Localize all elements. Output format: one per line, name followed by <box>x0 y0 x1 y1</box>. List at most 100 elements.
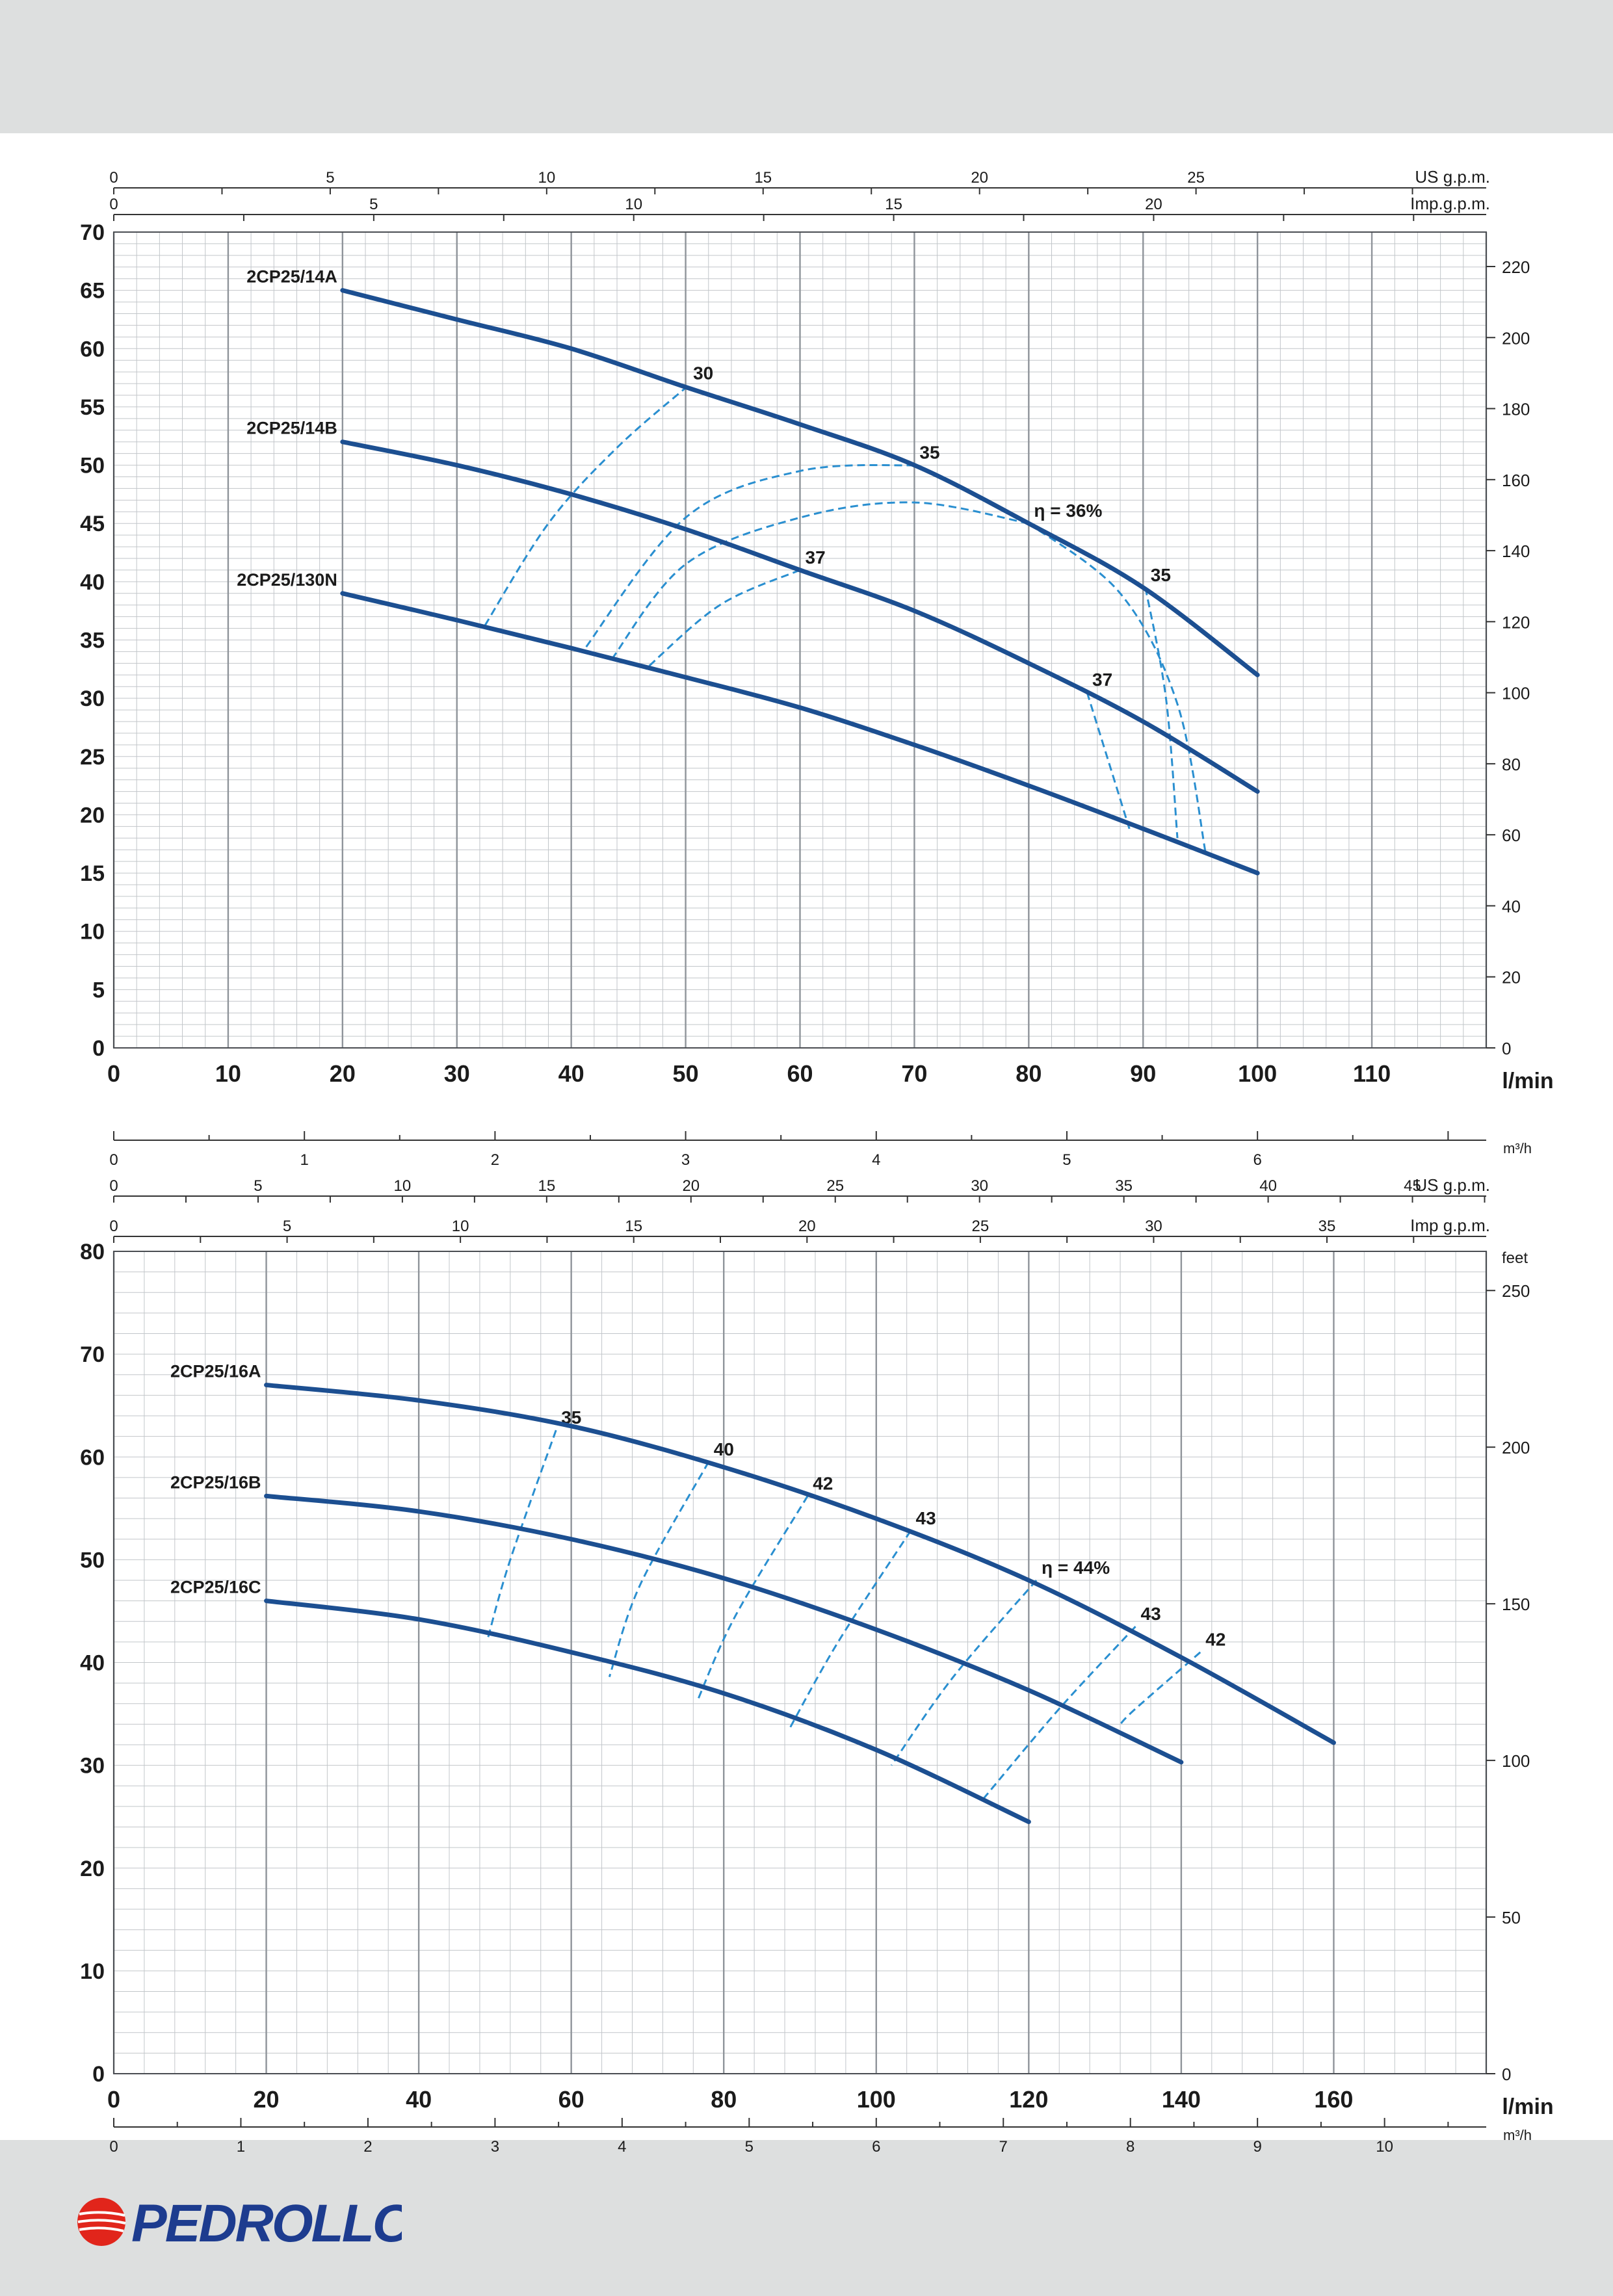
efficiency-label: η = 44% <box>1042 1558 1110 1578</box>
imp-gpm-axis-label: Imp g.p.m. <box>1410 1216 1490 1235</box>
us-gpm-axis-label: US g.p.m. <box>1415 1175 1490 1195</box>
right-axis-unit: feet <box>1502 1249 1528 1267</box>
us-gpm-axis-label: US g.p.m. <box>1415 167 1490 187</box>
efficiency-label: 37 <box>1092 670 1112 690</box>
m3h-tick-label: 3 <box>681 1151 690 1169</box>
us-gpm-tick-label: 5 <box>326 169 334 187</box>
us-gpm-tick-label: 15 <box>754 169 772 187</box>
y-tick-label: 80 <box>80 1240 105 1264</box>
y-tick-label: 40 <box>80 1651 105 1676</box>
efficiency-label: 42 <box>1205 1630 1226 1650</box>
y-tick-label: 60 <box>80 337 105 361</box>
header-band <box>0 0 1613 133</box>
right-tick-label: 60 <box>1502 826 1521 845</box>
footer-band <box>0 2140 1613 2296</box>
efficiency-curve <box>890 1580 1038 1766</box>
m3h-tick-label: 6 <box>872 2138 880 2156</box>
right-tick-label: 120 <box>1502 612 1530 632</box>
imp-gpm-tick-label: 10 <box>625 196 642 213</box>
x-tick-label: 100 <box>857 2086 896 2113</box>
x-tick-label: 60 <box>558 2086 584 2113</box>
right-tick-label: 180 <box>1502 400 1530 419</box>
plot-frame <box>113 1251 1487 2074</box>
right-tick-label: 0 <box>1502 2065 1511 2084</box>
imp-gpm-tick-label: 20 <box>1145 196 1162 213</box>
series-curve <box>340 591 1260 876</box>
x-tick-label: 120 <box>1009 2086 1048 2113</box>
x-tick-label: 100 <box>1238 1060 1277 1087</box>
right-tick-label: 80 <box>1502 755 1521 774</box>
m3h-tick-label: 4 <box>872 1151 880 1169</box>
logo-sphere-icon <box>77 2198 126 2246</box>
right-tick-label: 140 <box>1502 541 1530 561</box>
m3h-tick-label: 0 <box>109 2138 118 2156</box>
efficiency-label: 43 <box>1141 1604 1161 1624</box>
imp-gpm-tick-label: 15 <box>625 1218 642 1235</box>
imp-gpm-tick-label: 25 <box>972 1218 990 1235</box>
x-tick-label: 110 <box>1353 1060 1391 1087</box>
efficiency-curve <box>486 1429 557 1641</box>
efficiency-label: 40 <box>714 1439 734 1459</box>
m3h-tick-label: 10 <box>1376 2138 1393 2156</box>
m3h-tick-label: 3 <box>491 2138 499 2156</box>
imp-gpm-axis-label: Imp.g.p.m. <box>1410 194 1490 213</box>
x-tick-label: 20 <box>254 2086 280 2113</box>
series-label: 2CP25/14A <box>246 267 337 287</box>
y-tick-label: 35 <box>80 629 105 653</box>
efficiency-label: 42 <box>813 1473 833 1493</box>
us-gpm-tick-label: 0 <box>109 169 118 187</box>
imp-gpm-tick-label: 5 <box>283 1218 291 1235</box>
efficiency-label: η = 36% <box>1034 501 1102 521</box>
series-label: 2CP25/16A <box>170 1362 261 1381</box>
efficiency-curve <box>1144 587 1179 839</box>
m3h-tick-label: 5 <box>1062 1151 1071 1169</box>
right-tick-label: 250 <box>1502 1281 1530 1301</box>
us-gpm-tick-label: 10 <box>394 1177 412 1195</box>
y-tick-label: 5 <box>92 978 105 1002</box>
series-curve <box>264 1598 1031 1825</box>
series-curve <box>340 288 1260 677</box>
series-label: 2CP25/16B <box>170 1472 261 1492</box>
m3h-tick-label: 1 <box>300 1151 309 1169</box>
efficiency-curve <box>582 463 915 653</box>
efficiency-curve <box>482 385 689 629</box>
imp-gpm-tick-label: 30 <box>1145 1218 1162 1235</box>
imp-gpm-tick-label: 35 <box>1318 1218 1336 1235</box>
m3h-tick-label: 1 <box>237 2138 245 2156</box>
pedrollo-logo: PEDROLLO <box>77 2194 402 2253</box>
y-tick-label: 45 <box>80 512 105 536</box>
efficiency-label: 30 <box>693 363 713 384</box>
y-tick-label: 50 <box>80 1548 105 1572</box>
y-tick-label: 70 <box>80 1342 105 1367</box>
y-tick-label: 10 <box>80 1959 105 1984</box>
x-tick-label: 50 <box>673 1060 699 1087</box>
y-tick-label: 15 <box>80 861 105 886</box>
series-label: 2CP25/16C <box>170 1578 261 1597</box>
x-tick-label: 40 <box>558 1060 584 1087</box>
y-tick-label: 0 <box>92 1036 105 1061</box>
right-tick-label: 100 <box>1502 684 1530 703</box>
imp-gpm-tick-label: 5 <box>369 196 378 213</box>
x-tick-label: 0 <box>107 2086 120 2113</box>
imp-gpm-tick-label: 20 <box>798 1218 816 1235</box>
logo-wordmark: PEDROLLO <box>131 2194 402 2253</box>
y-tick-label: 30 <box>80 686 105 711</box>
y-tick-label: 50 <box>80 454 105 478</box>
m3h-tick-label: 6 <box>1253 1151 1261 1169</box>
us-gpm-tick-label: 5 <box>254 1177 262 1195</box>
y-tick-label: 0 <box>92 2062 105 2087</box>
m3h-axis-label: m³/h <box>1503 1140 1532 1156</box>
x-tick-label: 0 <box>107 1060 120 1087</box>
x-tick-label: 80 <box>1016 1060 1042 1087</box>
series-label: 2CP25/130N <box>237 570 337 590</box>
plot-frame <box>113 231 1487 1049</box>
efficiency-curve <box>645 569 801 670</box>
us-gpm-tick-label: 45 <box>1404 1177 1421 1195</box>
right-tick-label: 150 <box>1502 1595 1530 1614</box>
efficiency-curve <box>1119 1651 1201 1725</box>
m3h-tick-label: 0 <box>109 1151 118 1169</box>
x-tick-label: 160 <box>1314 2086 1353 2113</box>
x-tick-label: 140 <box>1162 2086 1201 2113</box>
us-gpm-tick-label: 40 <box>1259 1177 1277 1195</box>
x-tick-label: 90 <box>1130 1060 1156 1087</box>
